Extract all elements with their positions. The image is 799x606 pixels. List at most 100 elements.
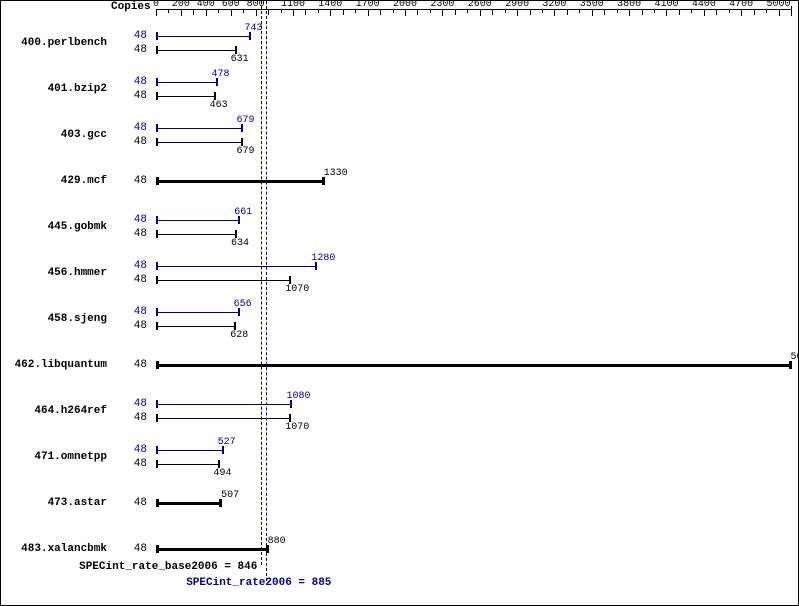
value-base-label: 1070	[285, 284, 309, 295]
bar-base	[156, 418, 289, 419]
bar-base	[156, 364, 789, 367]
value-peak-label: 661	[234, 207, 252, 218]
copies-base: 48	[134, 90, 147, 102]
x-tick	[455, 9, 456, 15]
x-tick	[716, 9, 717, 15]
x-tick-major	[554, 9, 555, 16]
bar-base-start	[156, 276, 158, 284]
copies-peak: 48	[134, 260, 147, 272]
x-tick-major	[206, 9, 207, 16]
x-tick-label: 4400	[692, 0, 716, 10]
x-tick-major	[231, 9, 232, 16]
copies-base: 48	[134, 175, 147, 187]
x-tick-major	[156, 9, 157, 16]
ref-peak-label: SPECint_rate2006 = 885	[186, 577, 331, 589]
x-tick-major	[779, 9, 780, 16]
x-tick-label: 2900	[505, 0, 529, 10]
x-tick-major	[592, 9, 593, 16]
x-tick-major	[293, 9, 294, 16]
bar-base-start	[156, 230, 158, 238]
copies-base: 48	[134, 136, 147, 148]
x-tick-label: 400	[197, 0, 215, 10]
x-tick-label: 3500	[580, 0, 604, 10]
copies-peak: 48	[134, 214, 147, 226]
value-base-label: 463	[210, 100, 228, 111]
x-tick-major	[704, 9, 705, 16]
copies-peak: 48	[134, 444, 147, 456]
benchmark-name: 464.h264ref	[34, 405, 107, 417]
bar-base-cap	[234, 322, 236, 330]
value-base-label: 631	[231, 54, 249, 65]
x-tick-major	[405, 9, 406, 16]
ref-base-label: SPECint_rate_base2006 = 846	[79, 561, 257, 573]
copies-base: 48	[134, 412, 147, 424]
x-tick	[380, 9, 381, 15]
bar-base-start	[156, 92, 158, 100]
copies-base: 48	[134, 320, 147, 332]
x-tick-label: 3200	[542, 0, 566, 10]
x-tick-label: 2600	[468, 0, 492, 10]
bar-peak-start	[156, 446, 158, 454]
bar-peak-start	[156, 78, 158, 86]
x-tick-major	[256, 9, 257, 16]
bar-peak	[156, 312, 238, 313]
value-base-label: 507	[221, 490, 239, 501]
x-axis-end	[791, 6, 792, 16]
x-tick-label: 1400	[318, 0, 342, 10]
x-tick	[243, 9, 244, 13]
bar-base	[156, 50, 235, 51]
bar-base-start	[156, 46, 158, 54]
value-base-label: 628	[230, 330, 248, 341]
value-base-label: 1070	[285, 422, 309, 433]
bar-base-cap	[241, 138, 243, 146]
x-tick-label: 3800	[617, 0, 641, 10]
x-tick	[604, 9, 605, 15]
value-base-label: 880	[268, 536, 286, 547]
x-tick-label: 1100	[281, 0, 305, 10]
value-peak-label: 1280	[311, 253, 335, 264]
ref-line-peak	[266, 1, 267, 581]
bar-base-start	[156, 545, 159, 553]
x-tick-label: 200	[172, 0, 190, 10]
x-tick-major	[741, 9, 742, 16]
bar-base-cap	[235, 230, 237, 238]
bar-base	[156, 234, 235, 235]
bar-base-start	[156, 499, 159, 507]
x-tick	[343, 9, 344, 15]
x-tick-major	[480, 9, 481, 16]
x-tick	[567, 9, 568, 15]
bar-base-cap	[218, 460, 220, 468]
benchmark-name: 483.xalancbmk	[21, 543, 107, 555]
x-tick	[417, 9, 418, 15]
ref-line-base	[261, 1, 262, 565]
bar-peak-start	[156, 308, 158, 316]
benchmark-name: 456.hmmer	[48, 267, 107, 279]
value-peak-label: 1080	[286, 391, 310, 402]
bar-base	[156, 96, 214, 97]
bar-peak-start	[156, 216, 158, 224]
benchmark-name: 473.astar	[48, 497, 107, 509]
bar-peak	[156, 82, 216, 83]
bar-peak	[156, 266, 315, 267]
value-peak-label: 527	[218, 437, 236, 448]
benchmark-name: 429.mcf	[61, 175, 107, 187]
copies-base: 48	[134, 359, 147, 371]
copies-peak: 48	[134, 30, 147, 42]
copies-base: 48	[134, 497, 147, 509]
value-peak-label: 679	[237, 115, 255, 126]
value-base-label: 5080	[791, 352, 799, 363]
x-tick	[642, 9, 643, 15]
x-tick-label: 2300	[430, 0, 454, 10]
x-tick-major	[368, 9, 369, 16]
bar-base	[156, 548, 266, 551]
bar-peak	[156, 450, 222, 451]
bar-base-cap	[289, 414, 291, 422]
copies-base: 48	[134, 458, 147, 470]
bar-base-start	[156, 460, 158, 468]
x-tick-major	[666, 9, 667, 16]
x-tick	[754, 9, 755, 15]
bar-base-start	[156, 414, 158, 422]
x-tick	[679, 9, 680, 15]
benchmark-name: 403.gcc	[61, 129, 107, 141]
bar-peak	[156, 404, 290, 405]
